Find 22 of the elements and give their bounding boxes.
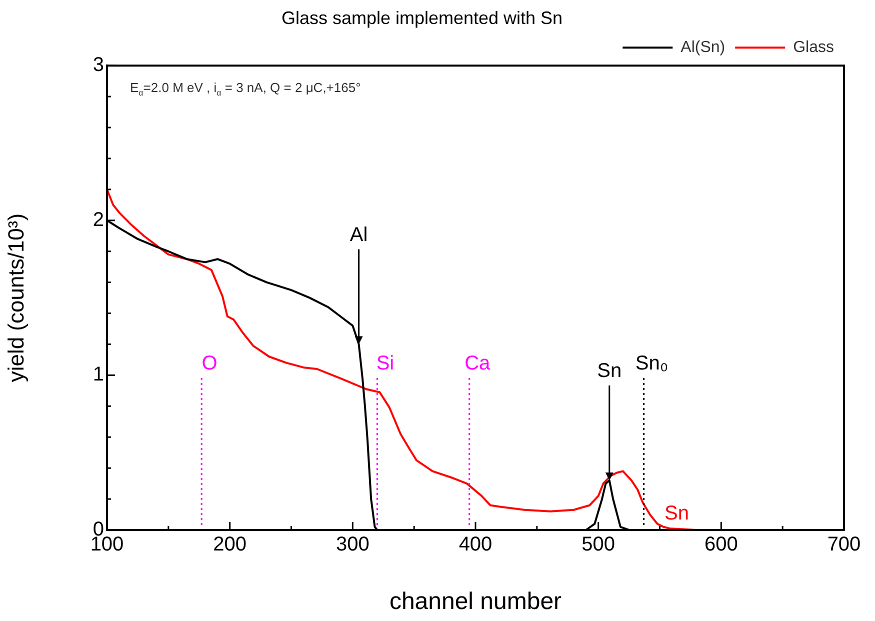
y-tick-label: 2 [92, 208, 104, 231]
ref-line-label: Sn₀ [635, 352, 668, 375]
annotation: Sn [597, 360, 622, 382]
x-axis-title: channel number [389, 588, 562, 616]
x-tick-label: 700 [827, 534, 861, 556]
legend-label: Al(Sn) [680, 39, 726, 56]
x-tick-label: 600 [704, 534, 738, 556]
ref-line-label: Ca [464, 352, 492, 375]
ref-line-label: Si [376, 352, 394, 375]
x-tick-label: 300 [336, 534, 370, 556]
ref-line-label: O [202, 352, 218, 375]
y-axis-title: yield (counts/10³) [3, 213, 28, 382]
annotation: Sn [664, 502, 690, 525]
annotation: E$_{α}$=2.0 M eV , i$_{α}$ = 3 nA, Q = 2 μC,+165° [130, 80, 361, 98]
x-tick-label: 500 [582, 534, 616, 556]
annotation: Al [350, 224, 368, 246]
y-tick-label: 1 [92, 364, 104, 386]
x-tick-label: 400 [458, 534, 492, 556]
legend-label: Glass [793, 39, 834, 56]
y-tick-label: 3 [92, 54, 104, 76]
x-tick-label: 200 [213, 534, 247, 556]
chart-title: Glass sample implemented with Sn [281, 8, 563, 28]
